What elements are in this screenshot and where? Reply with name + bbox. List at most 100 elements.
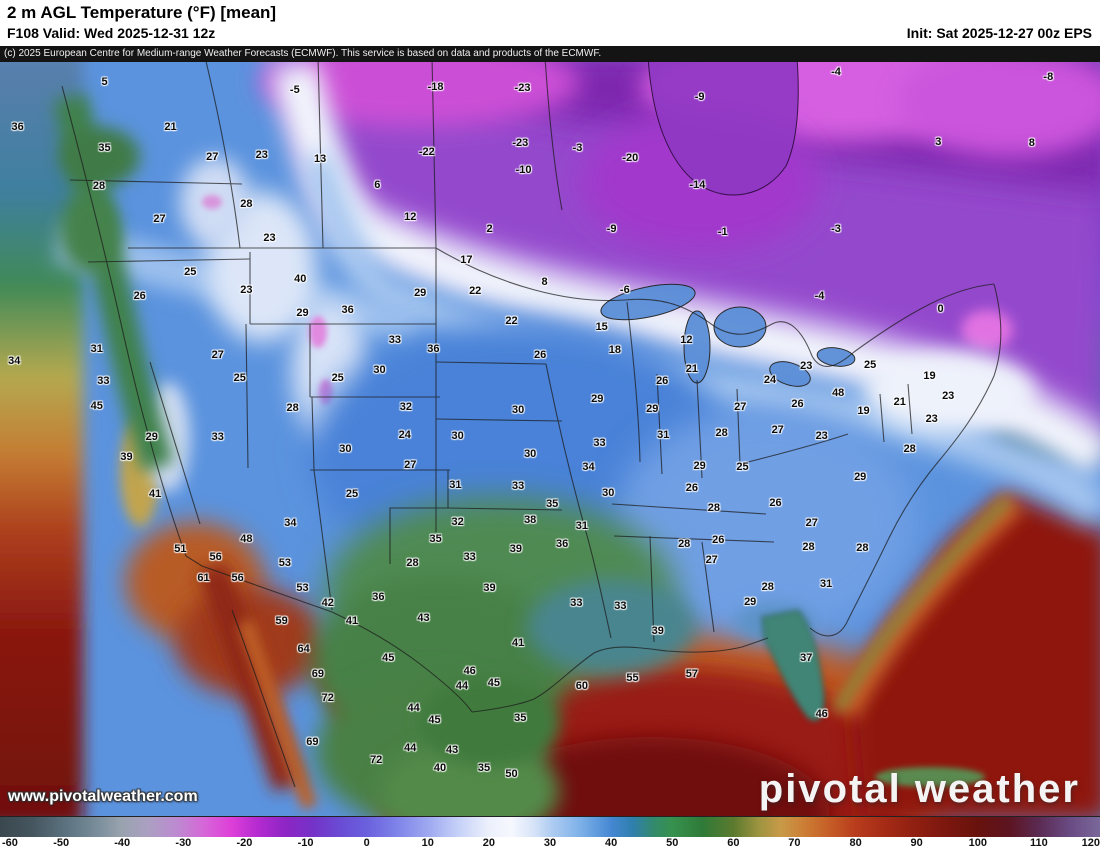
temperature-value: 26 — [133, 290, 146, 303]
temperature-value: -14 — [689, 178, 706, 191]
temperature-value: 30 — [524, 448, 537, 461]
temperature-value: -23 — [514, 81, 531, 94]
colorbar-tick-label: 10 — [421, 837, 434, 849]
colorbar-tick-label: -30 — [175, 837, 192, 849]
temperature-value: 30 — [511, 404, 525, 417]
colorbar-tick-label: -50 — [53, 837, 70, 849]
temperature-value: 28 — [240, 197, 253, 210]
temperature-value: 53 — [278, 557, 292, 570]
temperature-value: -3 — [831, 223, 841, 236]
temperature-field-art — [0, 62, 1100, 816]
temperature-value: 69 — [311, 668, 325, 681]
temperature-value: 37 — [800, 652, 813, 665]
temperature-value: 29 — [414, 286, 427, 299]
temperature-value: -10 — [515, 163, 532, 176]
temperature-value: 40 — [433, 762, 447, 775]
temperature-value: 8 — [1028, 136, 1035, 149]
temperature-value: 33 — [570, 597, 583, 610]
temperature-value: 42 — [321, 597, 334, 610]
temperature-value: 36 — [427, 343, 440, 356]
temperature-value: 26 — [656, 374, 669, 387]
temperature-value: 28 — [761, 580, 774, 593]
temperature-value: 45 — [487, 677, 501, 690]
temperature-value: 18 — [608, 344, 622, 357]
temperature-value: 36 — [372, 590, 385, 603]
temperature-value: 32 — [451, 515, 464, 528]
map-title: 2 m AGL Temperature (°F) [mean] — [7, 3, 277, 22]
temperature-value: -9 — [606, 223, 617, 236]
temperature-value: -4 — [814, 290, 825, 303]
temperature-value: 56 — [209, 550, 222, 563]
temperature-value: 33 — [463, 550, 476, 563]
temperature-value: 53 — [296, 582, 309, 595]
colorbar-tick-label: 90 — [910, 837, 923, 849]
temperature-value: 5 — [101, 75, 108, 88]
temperature-value: 31 — [90, 343, 103, 356]
temperature-value: 27 — [206, 151, 219, 163]
temperature-value: 21 — [685, 362, 699, 375]
temperature-value: 12 — [404, 211, 417, 224]
temperature-value: 23 — [263, 231, 276, 244]
watermark-url: www.pivotalweather.com — [8, 788, 198, 805]
temperature-value: 30 — [339, 442, 352, 455]
temperature-value: 35 — [477, 762, 491, 775]
temperature-value: 31 — [449, 478, 462, 491]
pacific-ocean-gradient — [0, 62, 83, 816]
temperature-value: 23 — [942, 390, 955, 403]
temperature-value: 34 — [284, 517, 297, 530]
temperature-value: 3 — [935, 135, 942, 148]
temperature-value: 44 — [455, 680, 469, 693]
temperature-value: 29 — [296, 307, 309, 320]
temperature-value: 33 — [97, 374, 110, 387]
colorbar-gradient — [0, 817, 1100, 837]
temperature-value: -8 — [1043, 71, 1054, 84]
temperature-value: 21 — [893, 396, 906, 409]
colorbar-tick-label: -10 — [297, 837, 314, 849]
temperature-value: 32 — [399, 401, 413, 414]
temperature-value: 27 — [734, 401, 747, 414]
florida-region — [735, 602, 825, 722]
temperature-value: 36 — [341, 304, 354, 317]
temperature-value: 29 — [854, 470, 867, 483]
atlantic-warm-region — [833, 492, 1100, 816]
colorbar-tick-label: 120 — [1081, 837, 1100, 849]
temperature-value: 35 — [98, 141, 111, 154]
colorbar-tick-label: 60 — [727, 837, 740, 849]
colorbar-tick-label: 20 — [482, 837, 495, 849]
temperature-value: 31 — [657, 429, 670, 442]
temperature-value: 43 — [417, 612, 430, 625]
temperature-value: 39 — [651, 624, 664, 637]
temperature-value: 61 — [197, 572, 210, 585]
colorbar-tick-label: 0 — [363, 837, 370, 849]
temperature-value: 38 — [524, 514, 537, 527]
colorbar-tick-label: -40 — [114, 837, 131, 849]
temperature-value: 26 — [769, 497, 782, 510]
temperature-value: 29 — [744, 595, 757, 608]
temperature-value: 6 — [374, 178, 381, 191]
map-header: 2 m AGL Temperature (°F) [mean] F108 Val… — [0, 0, 1100, 46]
temperature-value: 39 — [483, 582, 496, 595]
temperature-value: -18 — [427, 80, 444, 93]
great-lakes — [600, 283, 856, 387]
temperature-value: 43 — [445, 744, 459, 757]
temperature-value: -9 — [694, 90, 705, 103]
temperature-value: 35 — [514, 711, 527, 724]
temperature-value: 23 — [240, 283, 253, 296]
map-borders — [61, 62, 1002, 788]
temperature-value: 28 — [678, 537, 691, 550]
temperature-value: 26 — [533, 348, 547, 361]
temperature-value: 56 — [231, 572, 244, 585]
temperature-value: -20 — [622, 151, 639, 164]
temperature-value: 29 — [693, 460, 706, 473]
temperature-value: 27 — [771, 423, 784, 436]
temperature-value: 28 — [802, 540, 815, 553]
temperature-value: 0 — [937, 303, 944, 316]
temperature-value: 17 — [460, 254, 473, 267]
warm-southwest-region — [120, 417, 417, 816]
attribution-bar: (c) 2025 European Centre for Medium-rang… — [0, 46, 1100, 62]
temperature-value: 25 — [736, 460, 749, 473]
temperature-value: -1 — [717, 225, 728, 238]
temperature-value: 45 — [382, 652, 395, 665]
temperature-value: 34 — [8, 355, 21, 368]
